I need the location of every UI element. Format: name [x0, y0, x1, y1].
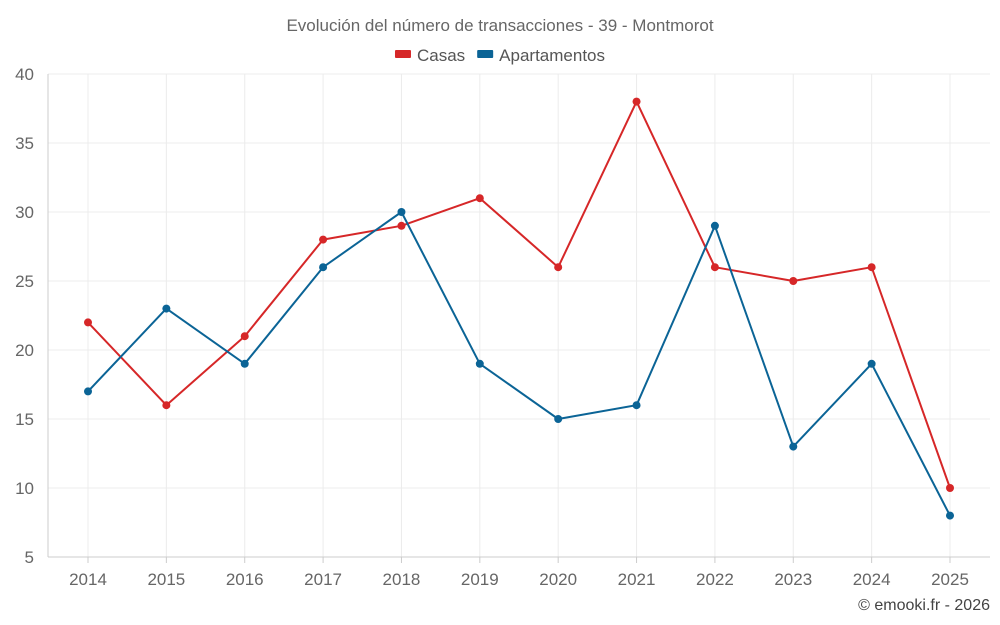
y-tick-label: 35	[15, 134, 34, 153]
data-point	[319, 235, 328, 244]
x-tick-label: 2024	[853, 570, 891, 589]
data-point	[789, 277, 798, 285]
grid	[48, 73, 990, 557]
chart-title: Evolución del número de transacciones - …	[286, 16, 713, 35]
series-casas	[84, 97, 954, 492]
data-point	[554, 415, 563, 423]
legend-label: Casas	[417, 46, 465, 65]
data-point	[789, 442, 798, 451]
x-tick-label: 2019	[461, 570, 499, 589]
y-tick-label: 40	[15, 65, 34, 84]
data-point	[84, 318, 92, 327]
y-tick-label: 15	[15, 410, 34, 429]
x-tick-label: 2015	[147, 570, 185, 589]
data-point	[162, 304, 171, 313]
data-point	[162, 401, 171, 410]
x-tick-label: 2022	[696, 570, 734, 589]
x-tick-label: 2017	[304, 570, 342, 589]
legend: Casas Apartamentos	[394, 46, 605, 65]
data-point	[397, 208, 406, 216]
y-tick-label: 25	[15, 272, 34, 291]
data-point	[475, 194, 484, 203]
data-point	[397, 221, 406, 230]
y-tick-label: 5	[25, 548, 34, 567]
x-tick-label: 2021	[618, 570, 656, 589]
data-point	[710, 221, 719, 230]
y-tick-label: 30	[15, 203, 34, 222]
legend-label: Apartamentos	[499, 46, 605, 65]
series	[84, 97, 954, 520]
data-point	[867, 359, 876, 368]
series-line-casas	[87, 100, 951, 489]
series-line-apartamentos	[87, 211, 951, 517]
data-point	[946, 484, 954, 492]
data-point	[632, 97, 641, 106]
legend-swatch	[477, 50, 494, 58]
x-tick-label: 2018	[383, 570, 421, 589]
x-tick-label: 2023	[774, 570, 812, 589]
data-point	[240, 332, 249, 341]
x-tick-label: 2020	[539, 570, 577, 589]
series-apartamentos	[84, 208, 954, 520]
y-tick-label: 10	[15, 479, 34, 498]
x-tick-label: 2025	[931, 570, 969, 589]
data-point	[240, 359, 249, 368]
y-tick-label: 20	[15, 341, 34, 360]
data-point	[475, 359, 484, 368]
data-point	[867, 263, 876, 272]
legend-swatch	[394, 50, 411, 58]
data-point	[710, 263, 719, 272]
data-point	[84, 387, 92, 396]
credit-text: © emooki.fr - 2026	[858, 597, 990, 614]
data-point	[632, 401, 641, 410]
data-point	[554, 263, 563, 272]
data-point	[946, 511, 954, 520]
data-point	[319, 263, 328, 272]
x-tick-label: 2016	[226, 570, 264, 589]
x-tick-label: 2014	[69, 570, 107, 589]
